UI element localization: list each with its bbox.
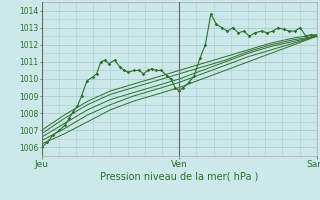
X-axis label: Pression niveau de la mer( hPa ): Pression niveau de la mer( hPa ) [100, 172, 258, 182]
